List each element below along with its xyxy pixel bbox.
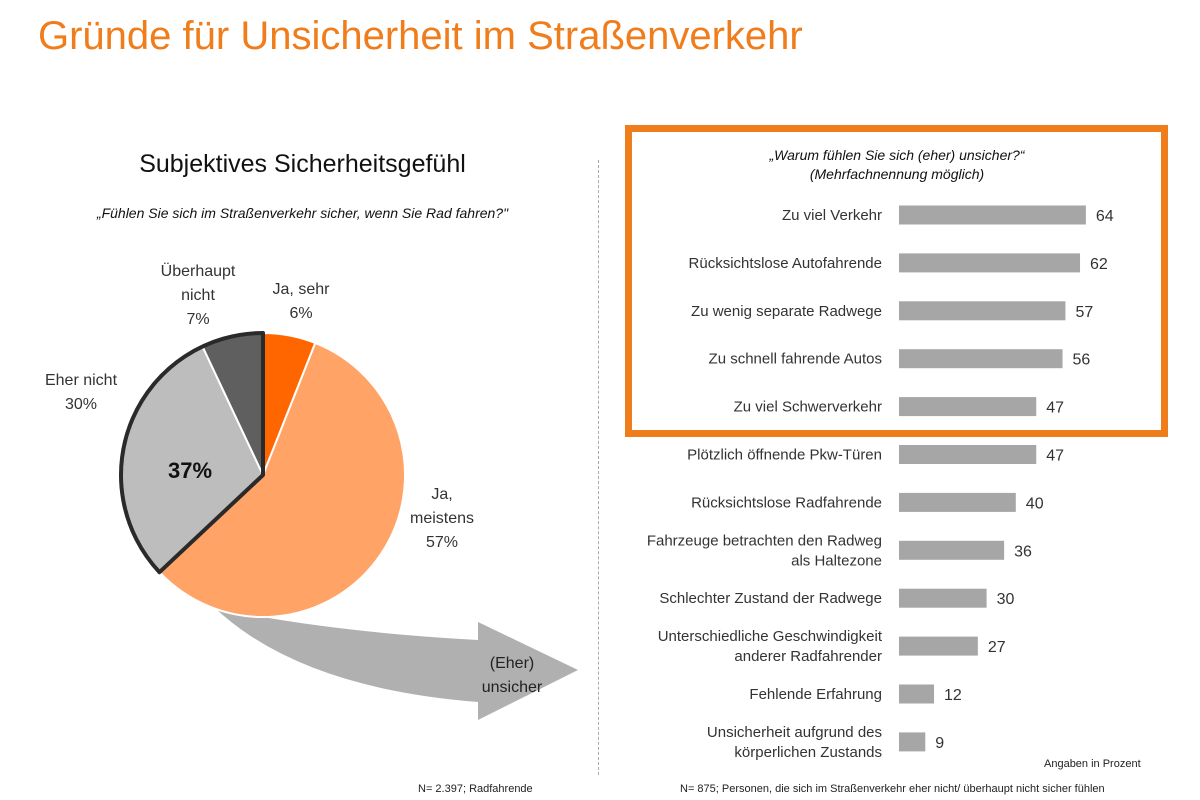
arrow-label-line2: unsicher (482, 679, 543, 696)
slice-label-eher-nicht: Eher nicht 30% (44, 372, 118, 413)
bar-value-label-8: 30 (997, 591, 1015, 608)
bar-2 (899, 301, 1066, 321)
top-reasons-highlight-box (625, 125, 1168, 437)
bar-chart-question: „Warum fühlen Sie sich (eher) unsicher?“… (769, 147, 1025, 182)
bar-category-label-8: Schlechter Zustand der Radwege (659, 590, 882, 607)
slice-label-ja-sehr: Ja, sehr 6% (272, 281, 330, 322)
bar-value-label-2: 57 (1075, 304, 1093, 321)
bar-10 (899, 684, 935, 704)
bar-1 (899, 253, 1081, 273)
bar-category-label-11: Unsicherheit aufgrund des körperlichen Zu… (707, 724, 882, 761)
bar-value-label-7: 36 (1014, 543, 1032, 560)
bar-value-label-0: 64 (1096, 208, 1114, 225)
unit-note: Angaben in Prozent (1044, 758, 1141, 770)
bar-value-label-3: 56 (1073, 352, 1091, 369)
bar-0 (899, 205, 1086, 225)
page-title: Gründe für Unsicherheit im Straßenverkeh… (38, 14, 803, 58)
bar-4 (899, 397, 1037, 417)
bar-category-label-1: Rücksichtslose Autofahrende (689, 255, 882, 272)
bar-footnote: N= 875; Personen, die sich im Straßenver… (680, 783, 1105, 795)
bar-category-label-3: Zu schnell fahrende Autos (709, 351, 882, 368)
pie-chart-question: „Fühlen Sie sich im Straßenverkehr siche… (96, 205, 509, 221)
bar-value-label-6: 40 (1026, 495, 1044, 512)
section-divider (598, 160, 599, 775)
bar-category-label-10: Fehlende Erfahrung (749, 686, 882, 703)
bar-value-label-11: 9 (935, 735, 944, 752)
slice-label-ueberhaupt-nicht: Überhaupt nicht 7% (160, 263, 236, 328)
bar-6 (899, 492, 1016, 512)
bar-value-label-5: 47 (1046, 448, 1064, 465)
bar-category-label-9: Unterschiedliche Geschwindigkeit anderer … (658, 628, 883, 665)
insecure-total-label: 37% (168, 458, 212, 483)
bar-3 (899, 349, 1063, 369)
pie-chart-title: Subjektives Sicherheitsgefühl (139, 150, 466, 178)
bar-category-label-2: Zu wenig separate Radwege (691, 303, 882, 320)
bar-value-label-4: 47 (1046, 400, 1064, 417)
insecure-segment-outline (119, 331, 265, 575)
bar-5 (899, 445, 1037, 464)
slice-label-ja-meistens: Ja, meistens 57% (409, 486, 475, 551)
bar-category-label-7: Fahrzeuge betrachten den Radweg als Halte… (647, 532, 882, 569)
bar-category-label-0: Zu viel Verkehr (782, 207, 882, 224)
bar-value-label-1: 62 (1090, 256, 1108, 273)
bar-8 (899, 588, 987, 608)
bar-value-label-9: 27 (988, 639, 1006, 656)
bar-category-label-5: Plötzlich öffnende Pkw-Türen (687, 447, 882, 464)
bar-9 (899, 636, 978, 656)
pie-chart: 37% (Eher) unsicher (119, 331, 578, 720)
reasons-bar-chart: 64 Zu viel Verkehr 62 Rücksichtslose Autofa… (647, 205, 1114, 761)
bar-11 (899, 732, 926, 752)
insecure-arrow (215, 608, 578, 720)
arrow-label-line1: (Eher) (490, 655, 534, 672)
bar-value-label-10: 12 (944, 687, 962, 704)
pie-slice-ja-meistens (158, 341, 406, 618)
bar-category-label-6: Rücksichtslose Radfahrende (691, 494, 882, 511)
bar-category-label-4: Zu viel Schwerverkehr (734, 399, 882, 416)
pie-footnote: N= 2.397; Radfahrende (418, 783, 533, 795)
bar-7 (899, 540, 1005, 560)
